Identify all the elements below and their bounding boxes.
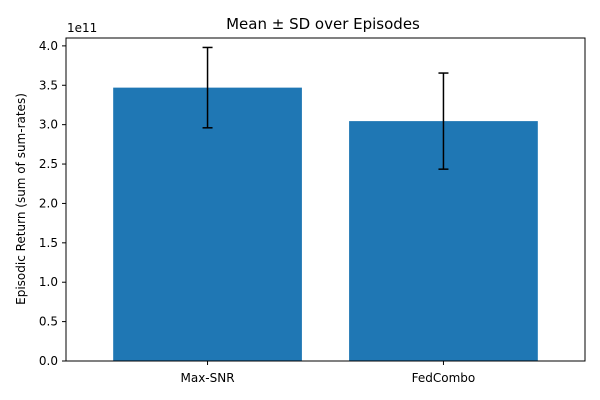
bar-max-snr — [113, 87, 302, 361]
error-bars-layer — [202, 46, 449, 170]
x-axis: Max-SNR FedCombo — [181, 361, 476, 385]
y-tick-label: 0.5 — [39, 315, 58, 329]
chart-title: Mean ± SD over Episodes — [226, 15, 420, 33]
x-tick-label: Max-SNR — [181, 371, 235, 385]
y-tick-label: 4.0 — [39, 39, 58, 53]
y-tick-label: 2.5 — [39, 157, 58, 171]
plot-frame — [65, 37, 586, 362]
axis-offset-label: 1e11 — [67, 21, 97, 35]
y-tick-label: 2.0 — [39, 196, 58, 210]
y-tick-label: 3.0 — [39, 118, 58, 132]
y-tick-label: 0.0 — [39, 354, 58, 368]
x-tick-label: FedCombo — [412, 371, 476, 385]
y-tick-label: 1.0 — [39, 275, 58, 289]
y-tick-label: 3.5 — [39, 78, 58, 92]
y-tick-label: 1.5 — [39, 236, 58, 250]
bars-layer — [113, 87, 538, 362]
y-axis-label: Episodic Return (sum of sum-rates) — [14, 93, 28, 305]
y-axis: 0.0 0.5 1.0 1.5 2.0 2.5 3.0 3.5 4.0 — [39, 39, 66, 368]
